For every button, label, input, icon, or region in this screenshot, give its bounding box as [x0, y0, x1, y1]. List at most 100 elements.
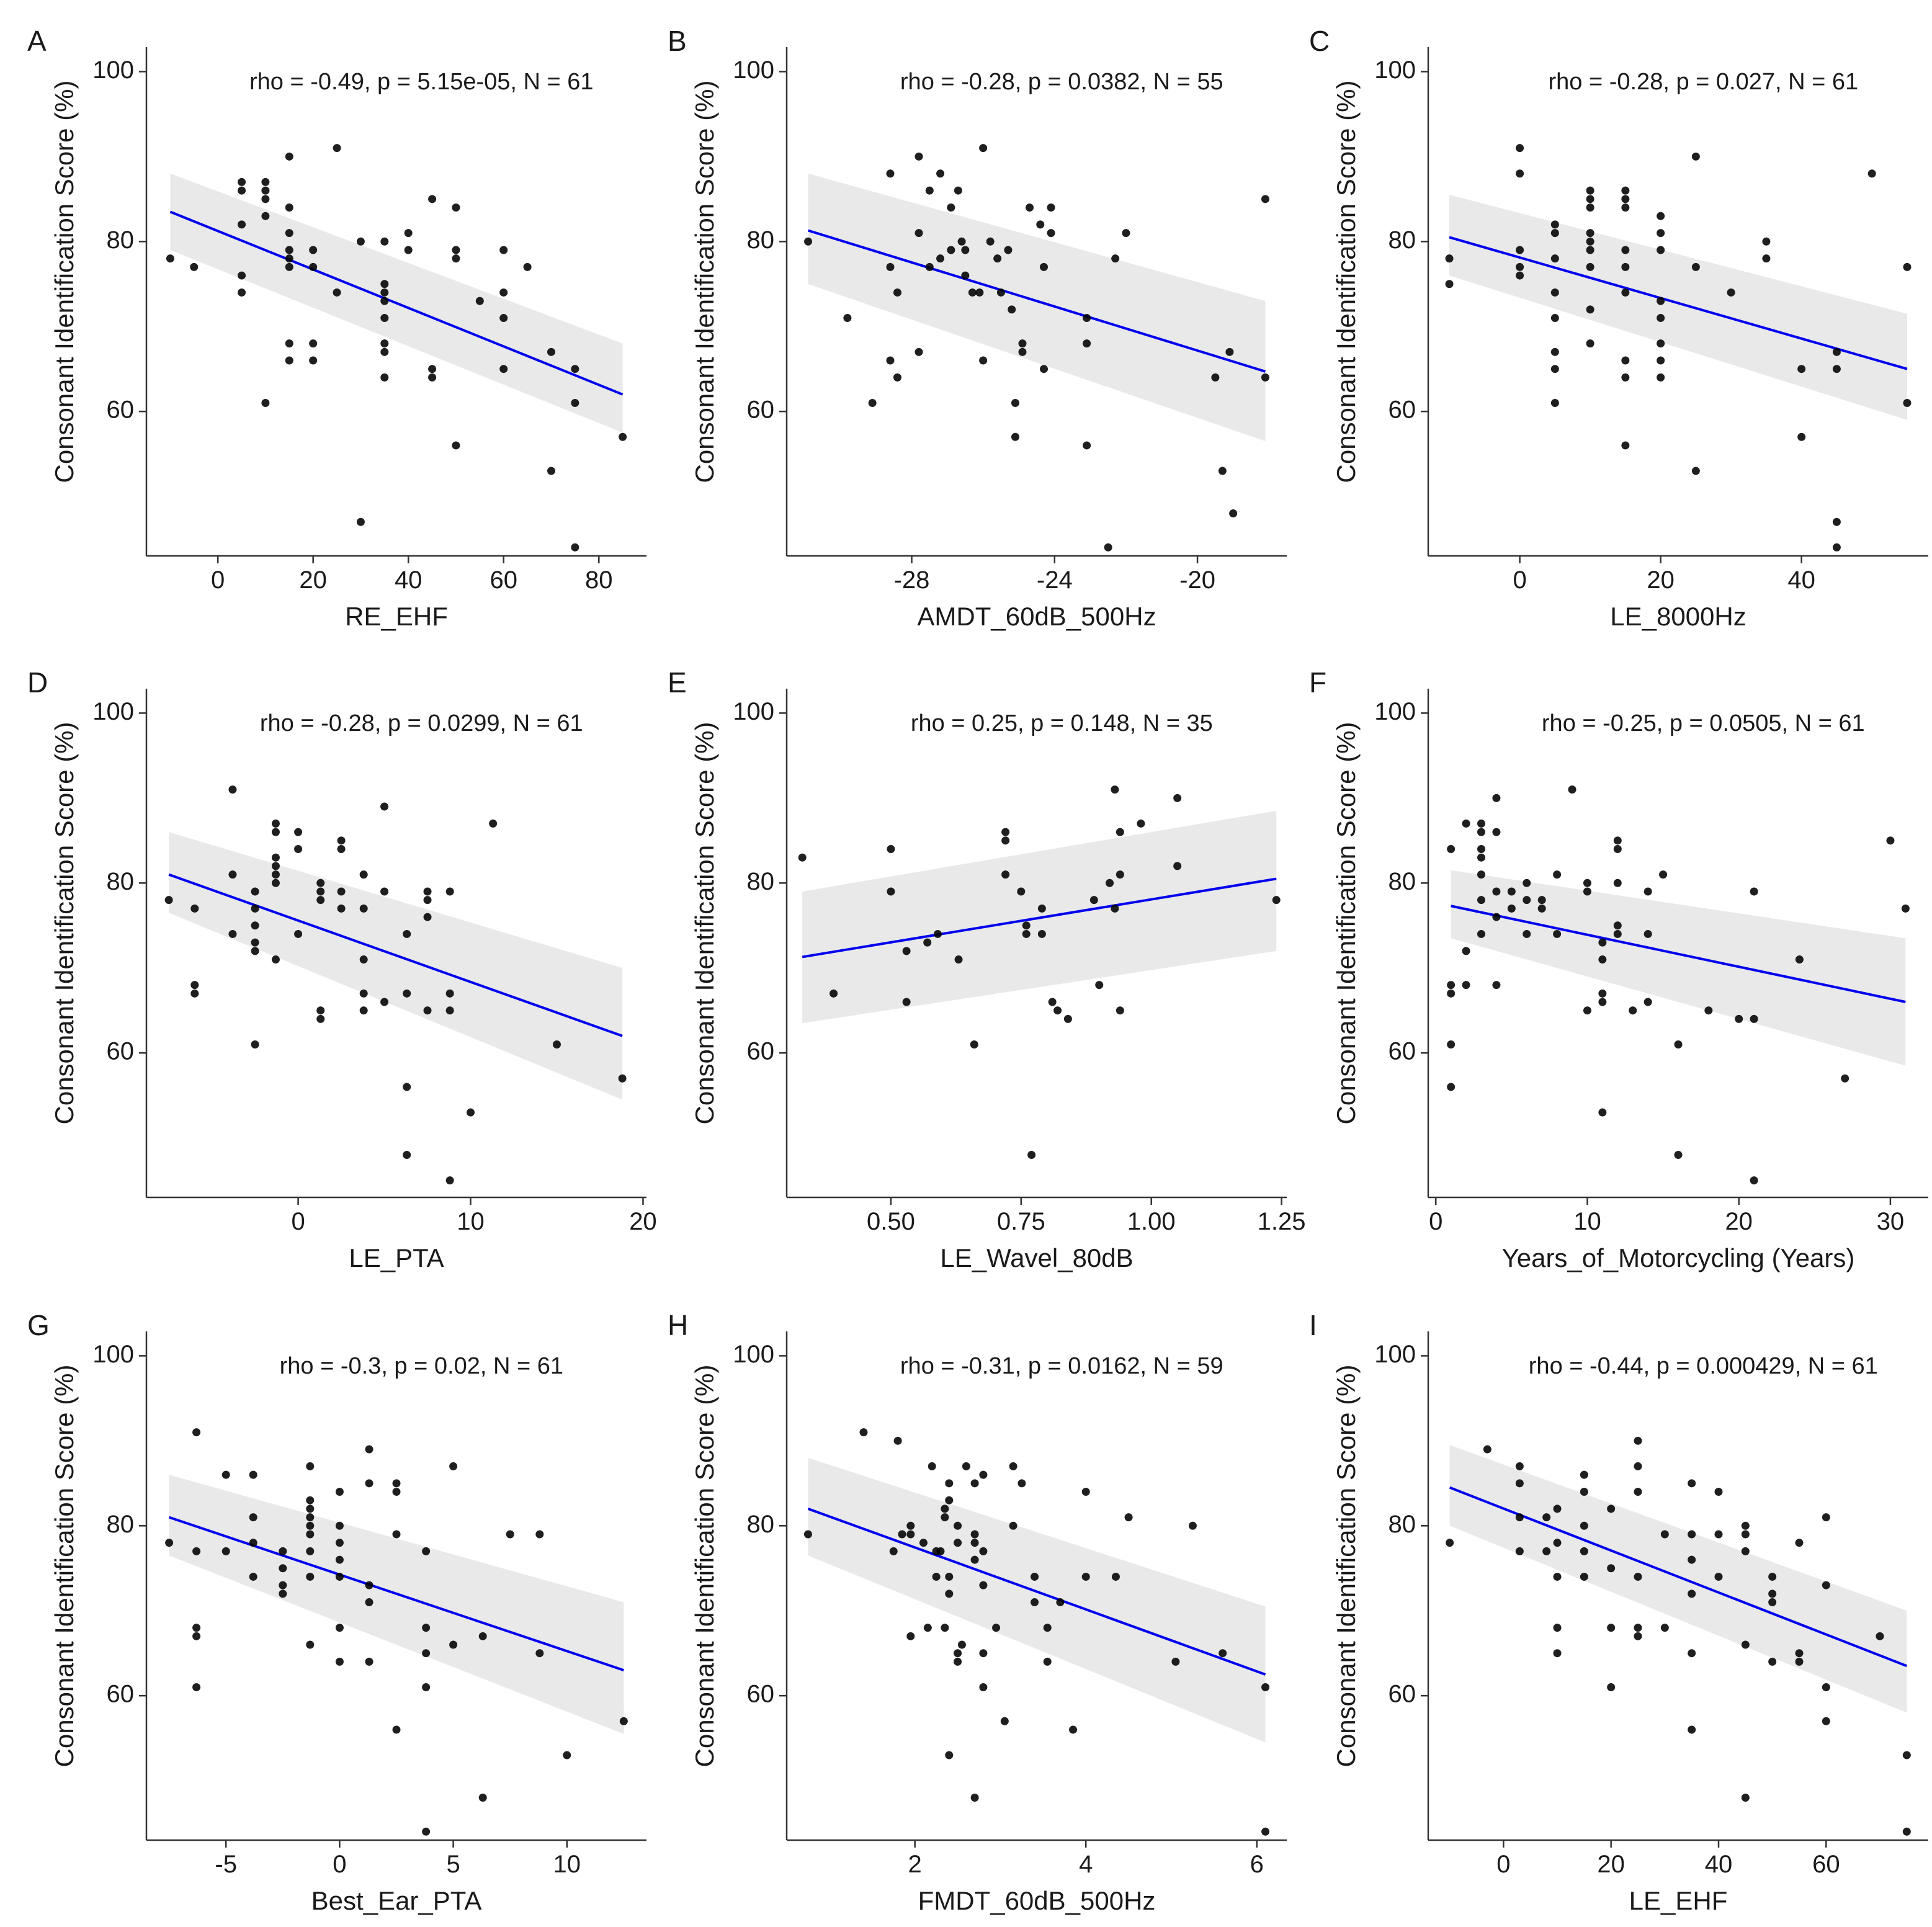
data-point [403, 1151, 411, 1160]
data-point [1018, 347, 1027, 356]
data-point [893, 288, 901, 297]
data-point [337, 904, 346, 913]
data-point [1553, 1539, 1562, 1547]
data-point [1586, 262, 1594, 271]
data-point [228, 929, 237, 938]
data-point [1081, 1572, 1090, 1581]
data-point [499, 365, 508, 373]
data-point [1037, 904, 1046, 913]
data-point [970, 1530, 979, 1539]
data-point [954, 186, 962, 195]
data-point [261, 177, 270, 186]
data-point [335, 1539, 344, 1547]
confidence-band [1451, 870, 1906, 1066]
data-point [961, 271, 970, 280]
data-point [380, 339, 389, 348]
data-point [1621, 288, 1630, 297]
data-point [1116, 1006, 1124, 1015]
data-point [887, 887, 895, 896]
data-point [1583, 887, 1591, 896]
data-point [1688, 1530, 1696, 1539]
data-point [1124, 1513, 1133, 1522]
data-point [945, 1589, 954, 1598]
x-tick-label: 0.75 [997, 1208, 1045, 1235]
data-point [1017, 887, 1026, 896]
data-point [993, 254, 1002, 263]
data-point [1634, 1624, 1642, 1632]
data-point [619, 1717, 628, 1725]
y-tick-label: 100 [1374, 1341, 1416, 1368]
data-point [933, 929, 942, 938]
data-point [1657, 314, 1665, 323]
data-point [1735, 1014, 1743, 1023]
data-point [571, 365, 579, 373]
data-point [1688, 1479, 1696, 1488]
data-point [915, 229, 923, 238]
data-point [941, 1624, 949, 1632]
data-point [192, 1428, 201, 1437]
data-point [1515, 1547, 1524, 1555]
data-point [1580, 1521, 1588, 1530]
data-point [1583, 879, 1591, 887]
data-point [1009, 1462, 1017, 1470]
data-point [1613, 836, 1622, 845]
x-tick-label: 40 [1787, 566, 1815, 594]
data-point [1516, 262, 1524, 271]
data-point [954, 1539, 962, 1547]
data-point [423, 896, 432, 905]
data-point [316, 1014, 325, 1023]
data-point [1691, 467, 1700, 475]
panel-letter: D [27, 666, 48, 699]
data-point [1613, 929, 1622, 938]
panel-letter: B [668, 25, 687, 57]
x-tick-label: 20 [1597, 1851, 1625, 1878]
x-tick-label: 1.25 [1258, 1208, 1306, 1235]
data-point [1691, 262, 1700, 271]
data-point [954, 1521, 962, 1530]
x-tick-label: 0.50 [867, 1208, 915, 1235]
data-point [1515, 1462, 1524, 1470]
data-point [190, 904, 199, 913]
y-tick-label: 60 [747, 1038, 775, 1065]
data-point [1674, 1151, 1683, 1160]
data-point [380, 998, 389, 1006]
y-axis-label: Consonant Identification Score (%) [690, 1364, 719, 1767]
data-point [428, 365, 437, 373]
y-tick-label: 60 [1389, 396, 1416, 424]
data-point [961, 246, 970, 254]
data-point [1516, 169, 1524, 178]
data-point [1447, 1083, 1456, 1091]
data-point [422, 1683, 431, 1691]
data-point [1750, 1014, 1758, 1023]
data-point [1903, 262, 1912, 271]
data-point [1688, 1555, 1696, 1564]
data-point [970, 1794, 979, 1802]
data-point [1688, 1589, 1696, 1598]
data-point [423, 1006, 432, 1015]
data-point [228, 870, 237, 879]
data-point [979, 356, 988, 365]
data-point [915, 347, 923, 356]
data-point [1261, 1827, 1270, 1836]
data-point [954, 1657, 962, 1666]
data-point [1043, 1657, 1052, 1666]
data-point [271, 819, 280, 828]
regression-line [807, 1508, 1266, 1676]
x-tick-label: 6 [1250, 1851, 1264, 1878]
panel-g: G 60 80 100 -5 0 5 10 rho = -0.3, p = 0.02, N = … [27, 1309, 646, 1915]
y-axis-label: Consonant Identification Score (%) [690, 80, 719, 483]
data-point [1903, 398, 1912, 407]
x-tick-label: 5 [446, 1851, 460, 1878]
y-tick-label: 100 [733, 1341, 774, 1368]
y-tick-label: 60 [107, 1038, 135, 1065]
data-point [1008, 305, 1016, 314]
data-point [1660, 1530, 1669, 1539]
data-point [228, 785, 237, 794]
data-point [1001, 870, 1010, 879]
data-point [1902, 1827, 1911, 1836]
data-point [1036, 220, 1045, 229]
data-point [1550, 220, 1559, 229]
data-point [1111, 1572, 1120, 1581]
data-point [356, 237, 365, 246]
data-point [279, 1564, 287, 1573]
